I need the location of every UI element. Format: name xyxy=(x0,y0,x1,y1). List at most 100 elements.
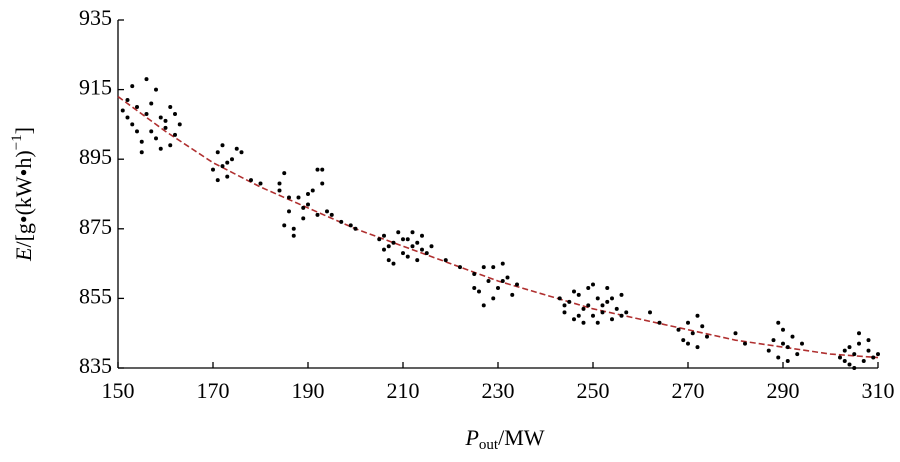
data-point xyxy=(600,310,605,315)
data-point xyxy=(130,84,135,89)
data-point xyxy=(515,282,519,287)
data-point xyxy=(500,261,505,266)
x-tick-label: 210 xyxy=(387,378,420,403)
data-point xyxy=(491,265,496,270)
data-point xyxy=(572,317,576,322)
data-point xyxy=(301,216,306,221)
data-point xyxy=(576,292,581,297)
data-point xyxy=(320,167,325,172)
data-point xyxy=(429,244,434,249)
data-point xyxy=(158,146,163,151)
data-point xyxy=(619,292,624,297)
data-point xyxy=(861,359,866,364)
y-tick-label: 835 xyxy=(79,353,112,378)
x-label-main: P xyxy=(464,425,478,450)
data-point xyxy=(225,160,230,165)
data-point xyxy=(386,244,391,249)
y-label-sup: −1 xyxy=(9,134,25,150)
x-tick-label: 150 xyxy=(102,378,135,403)
data-point xyxy=(410,230,415,235)
data-point xyxy=(576,313,581,318)
data-point xyxy=(320,181,325,186)
data-point xyxy=(163,125,168,130)
data-point xyxy=(771,338,776,343)
data-point xyxy=(287,195,291,200)
data-point xyxy=(595,320,600,325)
data-point xyxy=(591,313,595,318)
data-point xyxy=(866,348,871,353)
data-point xyxy=(785,345,790,350)
x-tick-label: 250 xyxy=(577,378,610,403)
data-point xyxy=(458,265,462,270)
data-point xyxy=(557,296,562,301)
data-point xyxy=(605,285,610,290)
data-point xyxy=(287,209,291,214)
data-point xyxy=(215,150,220,155)
data-point xyxy=(424,251,429,256)
data-point xyxy=(595,296,600,301)
data-point xyxy=(562,303,567,308)
data-point xyxy=(743,341,747,346)
x-label-sub: out xyxy=(479,437,499,453)
data-point xyxy=(177,122,182,127)
data-point xyxy=(572,289,576,294)
data-point xyxy=(695,345,700,350)
data-point xyxy=(168,105,173,109)
data-point xyxy=(790,334,795,339)
data-point xyxy=(139,139,144,144)
data-point xyxy=(282,223,287,228)
data-point xyxy=(610,317,614,322)
data-point xyxy=(277,181,282,186)
data-point xyxy=(215,178,220,183)
data-point xyxy=(163,118,168,123)
data-point xyxy=(382,233,386,238)
data-point xyxy=(391,240,396,245)
data-point xyxy=(353,226,358,231)
data-point xyxy=(505,275,510,280)
x-label-end: /MW xyxy=(498,425,545,450)
data-point xyxy=(510,292,515,297)
data-point xyxy=(158,115,163,120)
data-point xyxy=(586,285,591,290)
data-point xyxy=(600,303,605,308)
data-point xyxy=(230,157,234,162)
data-point xyxy=(619,313,624,318)
data-point xyxy=(866,338,871,343)
data-point xyxy=(315,212,320,217)
data-point xyxy=(225,174,230,179)
data-point xyxy=(443,258,448,263)
data-point xyxy=(581,320,586,325)
x-tick-label: 310 xyxy=(862,378,895,403)
data-point xyxy=(605,299,610,304)
data-point xyxy=(135,105,139,109)
data-point xyxy=(282,171,287,176)
data-point xyxy=(149,129,154,134)
y-label-end: ] xyxy=(11,127,36,134)
data-point xyxy=(154,87,158,92)
data-point xyxy=(410,244,415,249)
data-point xyxy=(401,237,405,242)
data-point xyxy=(785,359,790,364)
data-point xyxy=(168,143,173,148)
data-point xyxy=(477,289,481,294)
data-point xyxy=(291,233,296,238)
x-tick-label: 270 xyxy=(672,378,705,403)
data-point xyxy=(486,279,491,283)
data-point xyxy=(852,352,857,357)
data-point xyxy=(377,237,382,242)
data-point xyxy=(173,111,177,116)
y-tick-label: 935 xyxy=(79,5,112,30)
fit-curve xyxy=(117,95,879,359)
data-point xyxy=(125,98,130,103)
data-point xyxy=(847,345,852,350)
data-point xyxy=(857,331,861,336)
data-point xyxy=(686,320,690,325)
data-point xyxy=(135,129,139,134)
data-point xyxy=(481,265,486,270)
data-point xyxy=(481,303,486,308)
x-tick-label: 170 xyxy=(197,378,230,403)
data-point xyxy=(562,310,567,315)
data-point xyxy=(130,122,135,127)
data-point xyxy=(220,164,225,169)
data-point xyxy=(700,324,705,329)
